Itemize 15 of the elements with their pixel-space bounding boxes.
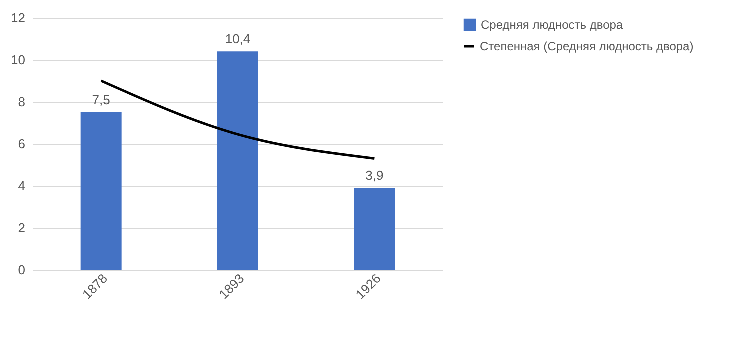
y-tick-label: 2 bbox=[18, 220, 26, 236]
data-label: 3,9 bbox=[366, 168, 384, 184]
bar bbox=[80, 112, 122, 270]
bar bbox=[218, 52, 258, 270]
y-tick-label: 6 bbox=[18, 136, 26, 152]
data-label: 7,5 bbox=[92, 92, 110, 108]
y-tick-label: 8 bbox=[18, 94, 26, 110]
legend-label: Степенная (Средняя людность двора) bbox=[480, 40, 694, 54]
y-tick-label: 12 bbox=[11, 10, 26, 26]
y-tick-label: 0 bbox=[18, 262, 26, 278]
y-tick-label: 4 bbox=[18, 178, 26, 194]
y-tick-label: 10 bbox=[11, 52, 26, 68]
legend-label: Средняя людность двора bbox=[481, 18, 624, 32]
bar bbox=[354, 188, 396, 270]
data-label: 10,4 bbox=[225, 32, 251, 47]
